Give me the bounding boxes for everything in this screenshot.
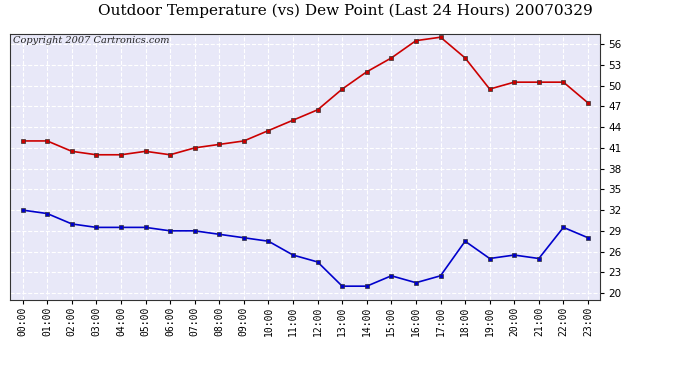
Text: Outdoor Temperature (vs) Dew Point (Last 24 Hours) 20070329: Outdoor Temperature (vs) Dew Point (Last… xyxy=(97,4,593,18)
Text: Copyright 2007 Cartronics.com: Copyright 2007 Cartronics.com xyxy=(13,36,170,45)
